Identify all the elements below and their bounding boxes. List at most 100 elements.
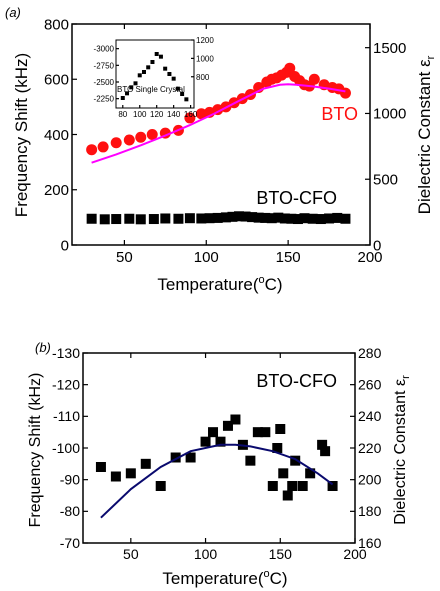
panel-b-label: (b) <box>35 340 51 355</box>
panel-a-bto-point <box>195 108 207 120</box>
panel-b-bto-cfo-point <box>275 424 286 434</box>
inset-point <box>163 66 168 71</box>
panel-a-bto-point <box>339 87 351 99</box>
panel-b-bto-cfo-point <box>140 458 151 469</box>
panel-a-x-tick-label: 50 <box>116 249 133 266</box>
panel-a-y-axis-label: Frequency Shift (kHz) <box>12 53 31 217</box>
inset-point <box>184 97 189 102</box>
inset-point <box>120 96 125 100</box>
panel-b-bto-cfo-point <box>290 455 301 466</box>
panel-a-bto-cfo-point <box>273 212 284 223</box>
panel-b-x-tick-label: 100 <box>194 546 218 562</box>
panel-a-bto-cfo-point <box>299 213 310 224</box>
inset-frame <box>115 39 195 109</box>
panel-a-bto-cfo-point <box>234 211 245 222</box>
inset-x-tick-label: 140 <box>167 110 181 119</box>
inset-point <box>180 92 185 96</box>
panel-b-y2-tick-label: 280 <box>358 345 382 361</box>
inset-y2-tick-label: 800 <box>196 73 210 82</box>
panel-a: (a) 50 100 150 2000200400600800050010001500… <box>5 5 437 294</box>
panel-a-bto-cfo-point <box>86 213 97 224</box>
panel-a-bto-cfo-point <box>253 212 264 223</box>
panel-a-bto-point <box>284 62 296 74</box>
inset-point <box>141 70 146 74</box>
panel-b-bto-cfo-point <box>230 414 241 425</box>
panel-a-y-tick-label: 0 <box>61 237 69 254</box>
panel-b-bto-cfo-point <box>282 490 293 501</box>
inset-x-tick-label: 100 <box>133 110 147 119</box>
inset-point <box>129 85 134 90</box>
panel-a-x-tick-label: 150 <box>276 249 301 266</box>
inset-point <box>171 76 176 81</box>
inset-y-tick-label: -2500 <box>94 78 115 87</box>
panel-b-y2-tick-label: 260 <box>358 377 382 393</box>
panel-b-bto-cfo-point <box>278 468 289 479</box>
panel-a-bto-cfo-point <box>292 214 303 225</box>
panel-b-bto-cfo-point <box>185 452 196 463</box>
panel-b-x-tick-label: 150 <box>269 546 293 562</box>
panel-a-y-tick-label: 200 <box>44 182 69 199</box>
panel-b-y-tick-label: -90 <box>60 472 80 488</box>
panel-a-y-tick-label: 600 <box>44 72 69 89</box>
panel-a-annotation-bto: BTO <box>321 104 358 124</box>
panel-b-bto-cfo-point <box>297 481 308 491</box>
inset-y-tick-label: -2750 <box>94 61 115 70</box>
panel-a-bto-cfo-point <box>315 214 326 225</box>
panel-a-y2-tick-label: 500 <box>373 171 398 188</box>
panel-b-bto-cfo-fit-line <box>100 443 334 519</box>
panel-b-bto-cfo-point <box>267 481 278 491</box>
panel-a-y2-tick-label: 1500 <box>373 40 406 57</box>
panel-b-bto-cfo-point <box>272 443 283 453</box>
panel-b-y2-tick-label: 160 <box>358 535 382 551</box>
panel-b-y-axis-label: Frequency Shift (kHz) <box>27 373 44 528</box>
panel-a-y2-tick-label: 1000 <box>373 106 406 123</box>
panel-a-bto-cfo-point <box>260 212 271 223</box>
panel-a-marks <box>86 62 351 225</box>
panel-b-y-tick-label: -100 <box>52 440 80 456</box>
panel-b-y-tick-label: -130 <box>52 345 80 361</box>
inset-point <box>150 60 155 64</box>
panel-a-bto-cfo-point <box>184 213 195 224</box>
panel-a-bto-cfo-point <box>173 213 184 224</box>
inset-point <box>175 86 180 91</box>
panel-a-bto-cfo-point <box>324 213 335 224</box>
inset-x-tick-label: 160 <box>184 110 198 119</box>
panel-a-bto-cfo-point <box>160 213 171 224</box>
panel-b-y-tick-label: -110 <box>53 408 80 424</box>
panel-a-bto-point <box>308 73 320 85</box>
panel-b-y-tick-label: -120 <box>52 377 80 393</box>
panel-b-y-tick-label: -80 <box>60 503 80 519</box>
panel-a-inset: 80 100 120 140 160 -3000 -2750 -2500 -2250 800 100… <box>94 36 215 119</box>
inset-marks <box>120 52 189 102</box>
panel-b-bto-cfo-point <box>200 436 211 447</box>
panel-a-bto-cfo-point <box>111 214 122 225</box>
panel-b-bto-cfo-point <box>287 481 298 491</box>
panel-b-y2-tick-label: 200 <box>358 472 382 488</box>
panel-a-bto-cfo-point <box>332 212 343 223</box>
panel-a-bto-point <box>184 112 196 124</box>
panel-a-bto-cfo-point <box>148 214 159 225</box>
panel-b-bto-cfo-point <box>260 427 271 438</box>
panel-b-x-tick-label: 50 <box>123 546 139 562</box>
panel-a-bto-cfo-point <box>196 213 207 224</box>
panel-b-bto-cfo-point <box>317 439 328 450</box>
panel-b-bto-cfo-point <box>245 455 256 466</box>
panel-a-label: (a) <box>5 5 21 20</box>
panel-b-bto-cfo-point <box>305 468 316 479</box>
inset-y2-tick-label: 1200 <box>196 36 214 45</box>
panel-a-bto-cfo-point <box>266 213 277 224</box>
panel-a-bto-cfo-point <box>99 214 110 225</box>
inset-point <box>125 91 130 96</box>
panel-a-bto-cfo-point <box>220 212 231 223</box>
panel-a-bto-cfo-point <box>279 213 290 224</box>
panel-a-bto-cfo-point <box>204 213 215 224</box>
inset-x-tick-label: 80 <box>118 110 127 119</box>
panel-a-bto-point <box>123 134 135 146</box>
inset-point <box>137 73 142 78</box>
panel-b-y-tick-label: -70 <box>60 535 80 551</box>
inset-point <box>133 81 138 86</box>
panel-b-bto-cfo-point <box>95 462 106 472</box>
inset-point <box>146 65 151 70</box>
panel-a-bto-point <box>86 144 98 156</box>
